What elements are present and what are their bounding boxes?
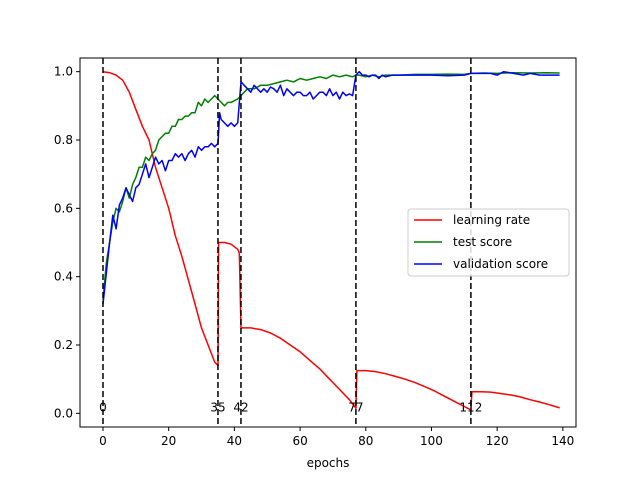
series-layer — [102, 70, 560, 411]
legend-label-1: test score — [453, 235, 512, 249]
x-tick-label-7: 140 — [551, 434, 574, 448]
y-tick-label-1: 0.2 — [54, 338, 73, 352]
x-tick-label-3: 60 — [292, 434, 307, 448]
vline-label-3: 77 — [348, 400, 363, 414]
x-tick-label-2: 40 — [227, 434, 242, 448]
x-axis-label: epochs — [307, 456, 350, 470]
legend-box — [407, 208, 570, 277]
vline-label-4: 112 — [459, 400, 482, 414]
y-tick-label-0: 0.0 — [54, 406, 73, 420]
x-tick-label-1: 20 — [161, 434, 176, 448]
x-tick-label-4: 80 — [358, 434, 373, 448]
legend-label-0: learning rate — [453, 213, 530, 227]
x-ticks-layer: 0 20 40 60 80 100 120 140 — [99, 427, 574, 448]
axes-frame — [79, 57, 577, 428]
legend-label-2: validation score — [453, 257, 548, 271]
y-ticks-layer: 0.0 0.2 0.4 0.6 0.8 1.0 — [54, 65, 80, 420]
annotations-layer: 0 35 42 77 112 — [99, 400, 482, 414]
y-tick-label-2: 0.4 — [54, 270, 73, 284]
y-tick-label-5: 1.0 — [54, 65, 73, 79]
vline-label-1: 35 — [210, 400, 225, 414]
series-line-2 — [102, 70, 560, 305]
vline-label-0: 0 — [99, 400, 107, 414]
x-tick-label-0: 0 — [99, 434, 107, 448]
y-tick-label-3: 0.6 — [54, 201, 73, 215]
series-line-0 — [102, 70, 560, 411]
series-line-1 — [102, 71, 560, 301]
legend: learning rate test score validation score — [407, 208, 570, 277]
x-tick-label-5: 100 — [420, 434, 443, 448]
vline-label-2: 42 — [233, 400, 248, 414]
x-tick-label-6: 120 — [486, 434, 509, 448]
y-tick-label-4: 0.8 — [54, 133, 73, 147]
